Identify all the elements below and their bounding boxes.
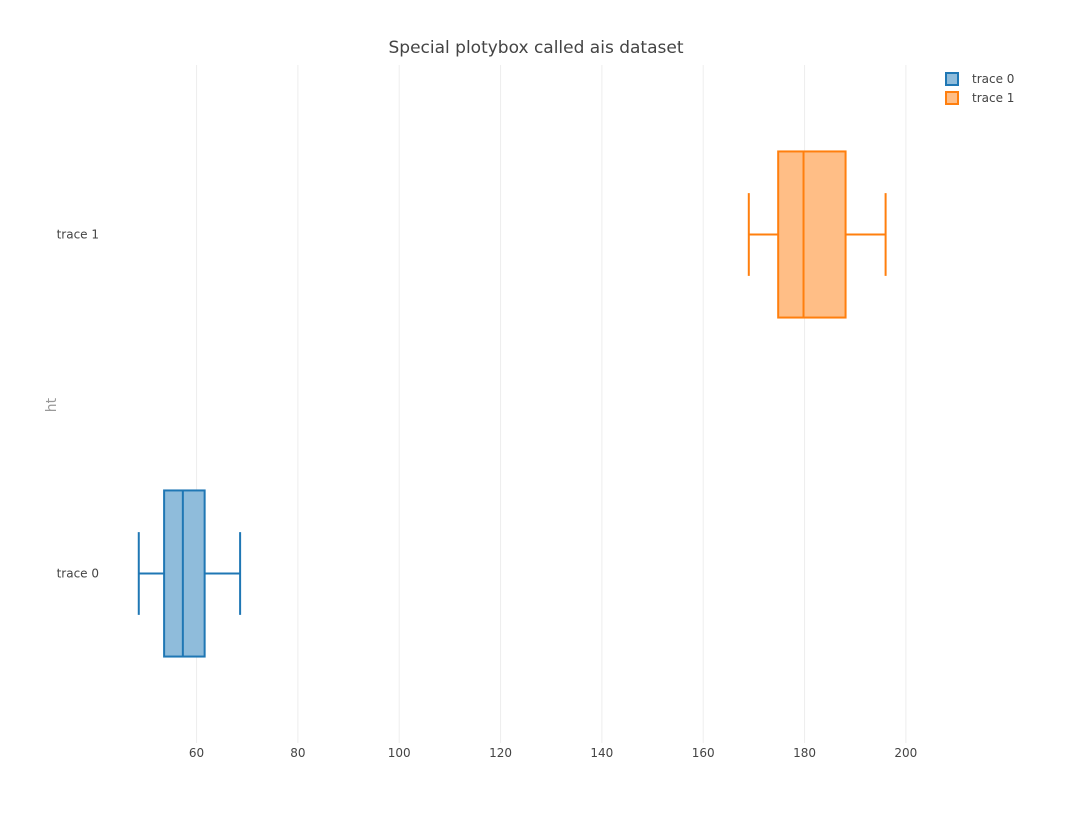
x-tick-label: 160 xyxy=(692,746,715,760)
box-trace-1[interactable] xyxy=(747,150,887,319)
legend-swatch xyxy=(945,72,959,86)
x-tick-label: 140 xyxy=(590,746,613,760)
x-tick-label: 180 xyxy=(793,746,816,760)
legend-label: trace 1 xyxy=(972,91,1014,105)
axis-ticks: 60 80 100 120 140 160 180 200 trace 0 trace 1 xyxy=(57,228,918,761)
legend[interactable]: trace 0 trace 1 xyxy=(945,72,1014,105)
legend-item-1[interactable]: trace 1 xyxy=(945,91,1014,105)
x-tick-label: 120 xyxy=(489,746,512,760)
x-tick-label: 200 xyxy=(894,746,917,760)
box-iqr[interactable] xyxy=(777,150,847,319)
x-tick-label: 60 xyxy=(189,746,204,760)
box-trace-0[interactable] xyxy=(137,489,242,658)
y-axis-title: ht xyxy=(44,397,60,412)
x-tick-label: 100 xyxy=(388,746,411,760)
legend-item-0[interactable]: trace 0 xyxy=(945,72,1014,86)
box-traces xyxy=(137,150,887,658)
legend-label: trace 0 xyxy=(972,72,1014,86)
chart-title: Special plotybox called ais dataset xyxy=(389,38,684,58)
y-tick-label: trace 0 xyxy=(57,567,99,581)
y-tick-label: trace 1 xyxy=(57,228,99,242)
legend-swatch xyxy=(945,91,959,105)
box-iqr[interactable] xyxy=(163,489,206,658)
x-tick-label: 80 xyxy=(290,746,305,760)
